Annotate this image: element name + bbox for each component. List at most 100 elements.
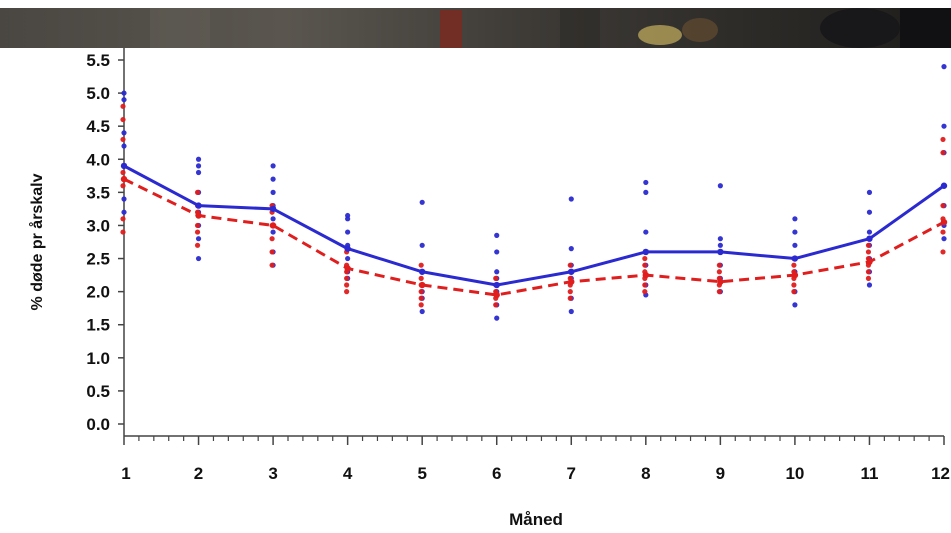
scatter-point xyxy=(121,130,127,136)
scatter-point xyxy=(494,232,500,238)
scatter-point xyxy=(940,203,946,209)
scatter-point xyxy=(792,302,798,308)
scatter-point xyxy=(792,242,798,248)
scatter-point xyxy=(716,262,722,268)
x-axis-title: Måned xyxy=(509,510,563,529)
series-mean-marker xyxy=(418,281,426,289)
y-tick-label: 5.5 xyxy=(86,51,110,70)
series-mean-marker xyxy=(195,202,202,209)
scatter-point xyxy=(792,229,798,235)
series-mean-marker xyxy=(866,258,873,266)
scatter-point xyxy=(642,289,648,295)
y-tick-label: 5.0 xyxy=(86,84,110,103)
scatter-point xyxy=(494,269,500,275)
x-tick-label: 12 xyxy=(931,464,950,483)
y-tick-label: 2.0 xyxy=(86,283,110,302)
scatter-point xyxy=(940,136,946,143)
scatter-point xyxy=(941,236,947,242)
scatter-point xyxy=(120,116,126,123)
scatter-point xyxy=(195,255,202,262)
y-tick-label: 4.0 xyxy=(86,150,110,169)
scatter-point xyxy=(120,216,126,222)
scatter-point xyxy=(494,249,500,255)
scatter-point xyxy=(270,163,276,169)
x-tick-label: 10 xyxy=(785,464,804,483)
scatter-point xyxy=(194,189,201,195)
scatter-point xyxy=(568,308,574,315)
scatter-point xyxy=(941,64,947,70)
scatter-point xyxy=(643,189,649,195)
series-line-dashed xyxy=(123,177,945,297)
scatter-point xyxy=(940,150,946,156)
y-tick-label: 0.5 xyxy=(86,382,110,401)
series-mean-marker xyxy=(344,265,351,272)
scatter-point xyxy=(567,295,573,301)
scatter-point xyxy=(941,123,947,129)
x-tick-label: 6 xyxy=(492,464,501,483)
scatter-point xyxy=(269,262,275,268)
scatter-point xyxy=(642,282,648,288)
x-tick-label: 5 xyxy=(417,464,426,483)
scatter-point xyxy=(866,282,873,288)
scatter-point xyxy=(269,249,275,255)
scatter-point xyxy=(269,236,275,242)
series-mean-marker xyxy=(568,268,575,275)
scatter-point xyxy=(791,289,797,295)
x-tick-label: 11 xyxy=(860,464,878,483)
scatter-point xyxy=(194,229,201,235)
y-tick-label: 3.5 xyxy=(86,183,110,202)
scatter-point xyxy=(568,196,574,202)
series-mean-marker xyxy=(120,175,128,183)
y-tick-label: 2.5 xyxy=(86,250,110,269)
series-mean-marker xyxy=(642,271,650,279)
scatter-point xyxy=(121,196,127,202)
scatter-point xyxy=(270,176,276,182)
series-mean-marker xyxy=(493,291,500,299)
scatter-point xyxy=(865,275,872,281)
y-axis-title: % døde pr årskalv xyxy=(28,173,46,310)
y-tick-label: 3.0 xyxy=(86,216,110,235)
scatter-point xyxy=(567,289,573,295)
scatter-point xyxy=(195,169,202,176)
scatter-point xyxy=(344,282,350,288)
scatter-point xyxy=(418,275,424,281)
scatter-point xyxy=(120,169,126,176)
scatter-point xyxy=(270,229,276,235)
y-tick-label: 4.5 xyxy=(86,117,110,136)
series-mean-marker xyxy=(940,182,948,189)
series-mean-marker xyxy=(269,205,277,213)
scatter-point xyxy=(717,242,723,248)
scatter-point xyxy=(120,183,126,189)
scatter-point xyxy=(866,229,873,235)
series-mean-marker xyxy=(344,245,351,252)
scatter-point xyxy=(791,262,797,268)
scatter-point xyxy=(195,156,202,162)
scatter-point xyxy=(567,262,573,268)
series-mean-marker xyxy=(866,235,873,242)
scatter-point xyxy=(493,302,499,308)
series-mean-marker xyxy=(493,281,500,289)
scatter-point xyxy=(643,179,649,186)
scatter-point xyxy=(418,302,424,308)
scatter-point xyxy=(270,189,276,195)
scatter-point xyxy=(717,183,723,189)
x-tick-label: 1 xyxy=(121,464,130,483)
scatter-point xyxy=(866,209,873,215)
scatter-point xyxy=(121,209,127,215)
scatter-point xyxy=(940,249,946,255)
scatter-point xyxy=(270,216,276,222)
scatter-point xyxy=(866,189,873,195)
scatter-point xyxy=(865,242,872,248)
scatter-point xyxy=(568,246,574,252)
x-tick-label: 3 xyxy=(268,464,277,483)
series-mean-marker xyxy=(940,218,948,226)
scatter-point xyxy=(418,295,424,301)
scatter-point xyxy=(345,229,351,235)
scatter-point xyxy=(419,308,425,315)
scatter-point xyxy=(419,199,425,205)
series-mean-marker xyxy=(418,268,426,275)
series-mean-marker xyxy=(568,278,575,285)
scatter-point xyxy=(194,242,201,248)
series-mean-marker xyxy=(791,271,799,279)
scatter-point xyxy=(418,262,424,268)
